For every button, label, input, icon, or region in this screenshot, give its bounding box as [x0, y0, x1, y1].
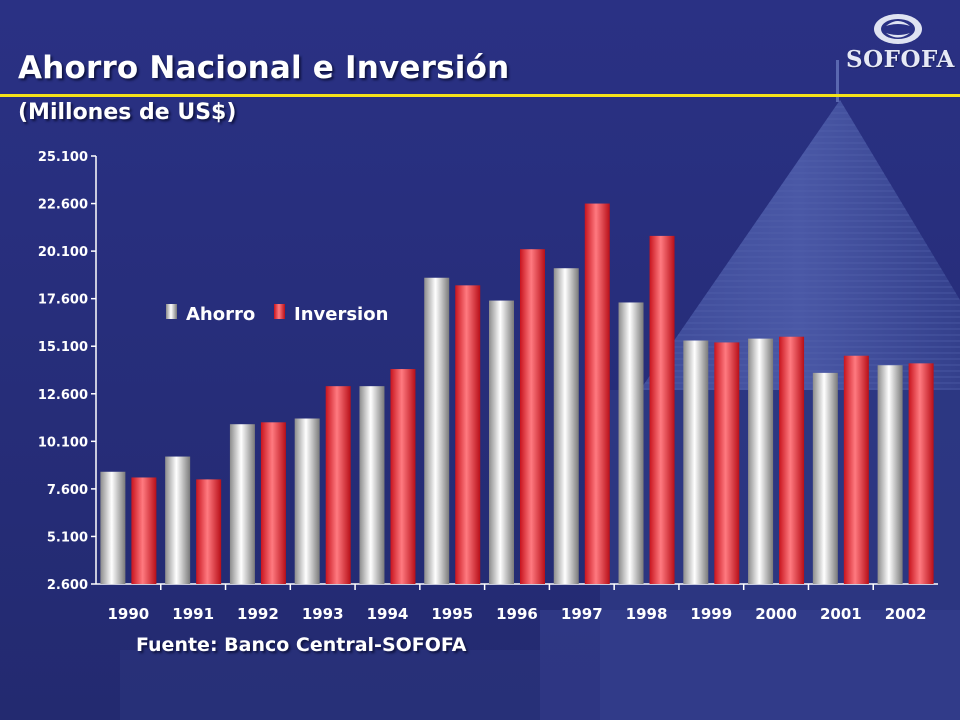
bar-ahorro-2000	[748, 338, 774, 584]
logo-text: SOFOFA	[846, 46, 955, 73]
bar-ahorro-1998	[618, 302, 644, 584]
bar-ahorro-1993	[294, 418, 320, 584]
y-tick-label: 22.600	[38, 198, 88, 213]
x-tick-label: 2002	[885, 605, 927, 623]
bar-inversion-2002	[908, 363, 934, 584]
bar-inversion-1998	[649, 235, 675, 585]
x-tick-label: 1999	[690, 605, 732, 623]
x-tick-label: 2001	[820, 605, 862, 623]
bar-inversion-1990	[131, 477, 157, 584]
legend-swatch-ahorro	[166, 304, 177, 319]
x-tick-label: 1993	[302, 605, 344, 623]
x-tick-label: 2000	[755, 605, 797, 623]
y-tick-label: 5.100	[47, 530, 88, 545]
bar-inversion-1992	[260, 422, 286, 584]
y-tick-label: 15.100	[38, 340, 88, 355]
source-note: Fuente: Banco Central-SOFOFA	[136, 634, 467, 656]
bar-inversion-2000	[779, 336, 805, 584]
sofofa-logo: SOFOFA	[846, 12, 955, 78]
bar-inversion-1993	[325, 386, 351, 584]
legend-label-ahorro: Ahorro	[186, 304, 255, 325]
bar-inversion-1999	[714, 342, 740, 584]
bar-ahorro-1999	[683, 340, 709, 584]
y-tick-label: 20.100	[38, 245, 88, 260]
bar-inversion-1995	[455, 285, 481, 584]
bar-inversion-1996	[520, 249, 545, 584]
x-tick-label: 1997	[561, 605, 603, 623]
y-tick-label: 12.600	[38, 388, 88, 403]
x-tick-label: 1996	[496, 605, 538, 623]
logo-emblem-icon	[874, 14, 922, 44]
title-rule	[0, 94, 960, 97]
bar-ahorro-1995	[424, 277, 450, 584]
y-tick-label: 17.600	[38, 293, 88, 308]
bar-inversion-1991	[196, 479, 222, 584]
bar-ahorro-1991	[165, 456, 191, 584]
x-tick-label: 1991	[172, 605, 214, 623]
bar-ahorro-2001	[812, 372, 838, 584]
bar-ahorro-1994	[359, 386, 385, 584]
legend-swatch-inversion	[274, 304, 285, 319]
y-tick-label: 25.100	[38, 150, 88, 165]
bar-ahorro-1992	[229, 424, 255, 584]
bar-inversion-1994	[390, 369, 416, 584]
y-tick-label: 7.600	[47, 483, 88, 498]
x-tick-label: 1995	[431, 605, 473, 623]
x-tick-label: 1990	[108, 605, 150, 623]
bar-ahorro-1996	[489, 300, 514, 584]
y-tick-label: 10.100	[38, 435, 88, 450]
x-tick-label: 1994	[367, 605, 409, 623]
y-tick-label: 2.600	[47, 578, 88, 593]
legend-label-inversion: Inversion	[294, 304, 388, 325]
slide-subtitle: (Millones de US$)	[18, 100, 237, 125]
x-tick-label: 1992	[237, 605, 279, 623]
bar-ahorro-1990	[100, 471, 126, 584]
x-tick-label: 1998	[626, 605, 668, 623]
bar-ahorro-2002	[877, 365, 903, 584]
slide-title: Ahorro Nacional e Inversión	[18, 50, 510, 86]
bar-ahorro-1997	[553, 268, 579, 584]
bar-inversion-2001	[843, 355, 869, 584]
bar-inversion-1997	[584, 203, 610, 585]
